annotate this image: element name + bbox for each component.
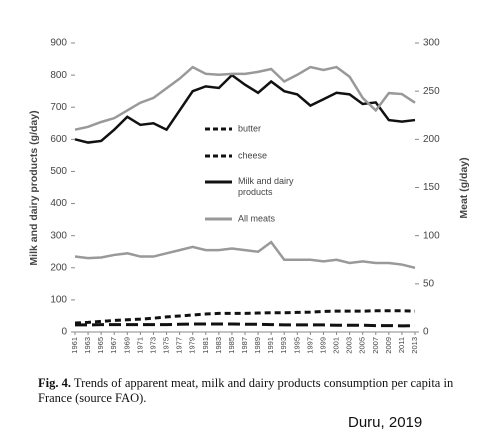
x-tick-label: 1973: [148, 337, 157, 354]
series-line: [74, 240, 416, 269]
legend-label: All meats: [238, 213, 276, 223]
y2-tick-label: 50: [423, 278, 435, 289]
x-tick-label: 1969: [122, 337, 131, 354]
x-tick-label: 1993: [279, 337, 288, 354]
y2-tick-label: 200: [423, 134, 440, 145]
y2-tick-label: 250: [423, 86, 440, 97]
x-tick-label: 1985: [227, 337, 236, 354]
caption-label: Fig. 4.: [38, 376, 71, 390]
y-tick-label: 600: [50, 134, 67, 145]
x-tick-label: 2005: [358, 337, 367, 354]
x-tick-label: 2003: [345, 337, 354, 354]
x-tick-label: 1967: [109, 337, 118, 354]
x-tick-label: 1979: [188, 337, 197, 354]
caption-text: Trends of apparent meat, milk and dairy …: [38, 376, 454, 405]
series-line: [74, 309, 416, 325]
y-axis-label: Milk and dairy products (g/day): [28, 110, 40, 265]
x-tick-label: 1983: [214, 337, 223, 354]
x-tick-label: 1999: [318, 337, 327, 354]
y2-axis-label: Meat (g/day): [458, 157, 470, 218]
x-tick-label: 2001: [332, 337, 341, 354]
source: Duru, 2019: [348, 414, 423, 431]
x-tick-label: 1991: [266, 337, 275, 354]
x-tick-label: 2013: [410, 337, 419, 354]
x-tick-label: 1987: [240, 337, 249, 354]
x-tick-label: 1995: [292, 337, 301, 354]
y-tick-label: 0: [61, 327, 67, 338]
y-tick-label: 900: [50, 38, 67, 49]
x-tick-label: 1965: [96, 337, 105, 354]
x-tick-label: 1981: [201, 337, 210, 354]
legend-label: cheese: [238, 150, 267, 160]
y-tick-label: 300: [50, 230, 67, 241]
x-tick-label: 2009: [384, 337, 393, 354]
series-line: [74, 73, 416, 144]
y-tick-label: 800: [50, 70, 67, 81]
x-tick-label: 1997: [305, 337, 314, 354]
y-tick-label: 500: [50, 166, 67, 177]
y2-tick-label: 0: [423, 327, 429, 338]
x-tick-label: 1963: [83, 337, 92, 354]
legend-label: butter: [238, 123, 261, 133]
x-tick-label: 1971: [135, 337, 144, 354]
y-tick-label: 200: [50, 262, 67, 273]
series-line: [75, 322, 416, 328]
series-line: [74, 65, 416, 131]
x-tick-label: 2011: [397, 337, 406, 353]
x-tick-label: 2007: [371, 337, 380, 354]
y2-tick-label: 150: [423, 182, 440, 193]
x-tick-label: 1989: [253, 337, 262, 354]
y-tick-label: 400: [50, 198, 67, 209]
x-tick-label: 1977: [175, 337, 184, 354]
caption: Fig. 4. Trends of apparent meat, milk an…: [38, 376, 478, 406]
chart: Milk and dairy products (g/day) Meat (g/…: [28, 38, 470, 354]
x-tick-label: 1975: [162, 337, 171, 354]
y2-tick-label: 300: [423, 38, 440, 49]
x-tick-label: 1961: [70, 337, 79, 354]
y-tick-label: 100: [50, 295, 67, 306]
y-tick-label: 700: [50, 102, 67, 113]
legend-label: Milk and dairy products: [238, 176, 294, 197]
y2-tick-label: 100: [423, 230, 440, 241]
